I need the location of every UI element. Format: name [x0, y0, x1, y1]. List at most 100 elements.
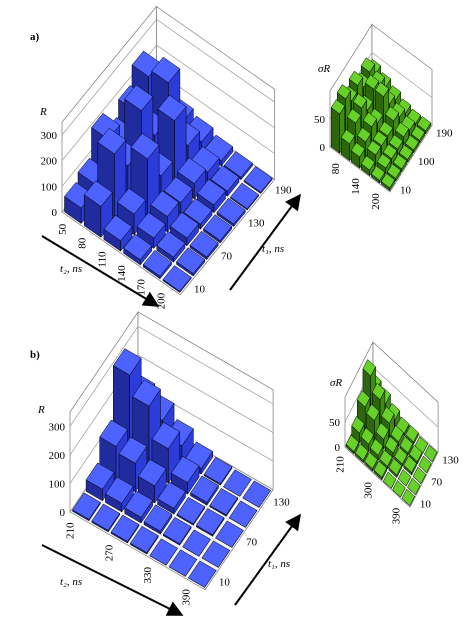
- bar: [242, 480, 271, 508]
- bar-top: [203, 214, 232, 241]
- bar-top: [72, 492, 101, 520]
- bar: [123, 233, 153, 266]
- axis-arrow: [234, 513, 301, 606]
- y-tick-label: 130: [248, 218, 265, 230]
- bar-top: [388, 134, 404, 150]
- bar-top: [399, 436, 414, 454]
- bar-top: [371, 382, 386, 400]
- bar-top: [124, 84, 154, 111]
- bar-top: [228, 500, 258, 528]
- x-axis-label: t₂, ns: [60, 263, 82, 275]
- bar: [360, 427, 374, 452]
- bar-top: [189, 230, 219, 258]
- bar-top: [143, 504, 173, 532]
- bar-top: [362, 112, 378, 128]
- bar-top: [380, 173, 396, 189]
- z-tick-label: 200: [41, 156, 58, 168]
- z-tick-label: 100: [41, 181, 58, 193]
- bar-top: [176, 247, 205, 274]
- bar-top: [149, 538, 178, 566]
- bar: [392, 480, 406, 498]
- y-tick-label: 10: [194, 284, 206, 296]
- bar-top: [230, 182, 259, 209]
- bar-top: [163, 517, 192, 544]
- bar-top: [390, 425, 404, 443]
- bar: [170, 212, 199, 246]
- bar: [350, 142, 366, 169]
- bar-top: [403, 455, 417, 473]
- bar: [156, 231, 186, 263]
- bar: [189, 230, 219, 260]
- bar: [403, 455, 417, 476]
- bar-top: [177, 157, 207, 184]
- bar-side: [330, 107, 340, 154]
- bar-top: [384, 106, 400, 122]
- bar-top: [209, 488, 238, 516]
- bar: [370, 438, 384, 461]
- bar-top: [360, 427, 374, 445]
- x-tick-label: 300: [363, 482, 375, 499]
- bar-top: [195, 508, 225, 536]
- y-tick-label: 130: [273, 497, 290, 509]
- z-axis-label: σR: [330, 377, 342, 389]
- grid-line: [61, 44, 275, 161]
- bar-top: [351, 416, 365, 434]
- bar: [345, 434, 360, 455]
- bar: [383, 471, 397, 489]
- bar: [230, 182, 259, 211]
- bar: [72, 492, 101, 522]
- bar: [228, 500, 258, 528]
- bar-top: [163, 176, 193, 203]
- bar: [243, 166, 273, 194]
- x-tick-label: 210: [335, 456, 347, 473]
- bar-top: [378, 121, 394, 137]
- bar-top: [242, 480, 271, 508]
- y-tick-label: 190: [436, 127, 453, 139]
- bar: [103, 214, 133, 252]
- bar-top: [117, 188, 146, 215]
- bar: [399, 436, 414, 456]
- bar-top: [356, 127, 372, 143]
- x-axis-label: t₂, ns: [60, 576, 82, 588]
- bar: [143, 250, 172, 279]
- grid-line: [69, 354, 274, 456]
- bar-top: [85, 462, 115, 490]
- bar-top: [381, 406, 395, 424]
- bar: [376, 153, 392, 174]
- bar: [215, 520, 244, 548]
- z-tick-label: 100: [49, 478, 66, 490]
- x-tick-label: 270: [103, 544, 115, 561]
- bar-top: [392, 480, 406, 498]
- bar: [138, 459, 167, 504]
- bar-top: [370, 165, 386, 181]
- bar: [195, 508, 225, 537]
- bar: [394, 447, 408, 467]
- bar-top: [91, 503, 120, 531]
- bar: [197, 179, 226, 213]
- z-axis-label: σR: [318, 63, 330, 75]
- bar-top: [412, 466, 427, 484]
- bar: [373, 460, 387, 481]
- bar-top: [405, 425, 419, 443]
- bar-top: [336, 84, 352, 100]
- bar: [157, 481, 186, 515]
- panel-label: a): [30, 31, 40, 43]
- bar: [91, 503, 120, 533]
- bar-top: [118, 436, 148, 464]
- y-tick-label: 190: [275, 185, 292, 197]
- bar-top: [105, 476, 134, 504]
- bar-top: [210, 165, 240, 192]
- bar-top: [330, 99, 346, 115]
- bar-top: [418, 455, 432, 473]
- bar-top: [350, 142, 366, 158]
- bar: [188, 560, 217, 588]
- bar-top: [404, 135, 420, 151]
- x-tick-label: 210: [65, 522, 77, 539]
- y-tick-label: 10: [219, 577, 231, 589]
- bar-top: [370, 438, 384, 456]
- y-tick-label: 70: [246, 537, 258, 549]
- bar-top: [366, 403, 380, 421]
- bar: [163, 517, 192, 546]
- bar: [209, 488, 238, 517]
